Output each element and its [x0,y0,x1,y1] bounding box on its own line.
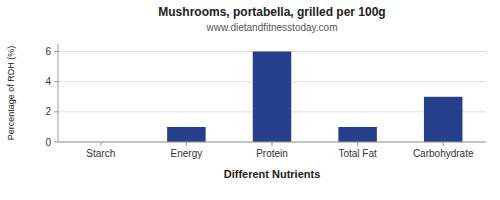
bar [167,127,206,142]
x-tick [272,142,273,146]
x-tick-label: Starch [86,148,115,159]
bar [338,127,377,142]
y-tick [54,81,58,82]
y-tick [54,111,58,112]
x-tick-label: Total Fat [338,148,377,159]
chart: Mushrooms, portabella, grilled per 100g w… [0,0,500,200]
x-axis: Starch Energy Protein Total Fat Carbohydrate [58,142,486,159]
x-axis-title: Different Nutrients [224,168,321,180]
x-tick [100,142,101,146]
y-axis-title: Percentage of RDH (%) [6,46,16,141]
subtitle: www.dietandfitnesstoday.com [206,22,338,33]
y-tick-label: 6 [45,46,51,57]
x-tick [357,142,358,146]
bar [424,97,463,142]
x-tick-label: Energy [171,148,203,159]
x-tick-label: Carbohydrate [413,148,474,159]
y-tick-label: 4 [45,76,51,87]
x-tick [186,142,187,146]
y-tick-label: 2 [45,106,51,117]
y-axis: 0 2 4 6 [45,44,58,148]
y-tick-label: 0 [45,137,51,148]
bar [253,52,292,142]
y-axis-line [58,44,59,142]
bars [167,52,462,142]
y-tick [54,51,58,52]
grid [58,52,486,142]
title: Mushrooms, portabella, grilled per 100g [158,5,385,19]
x-tick [443,142,444,146]
x-tick-label: Protein [256,148,288,159]
y-tick [54,142,58,143]
chart-container: Mushrooms, portabella, grilled per 100g w… [0,0,500,200]
